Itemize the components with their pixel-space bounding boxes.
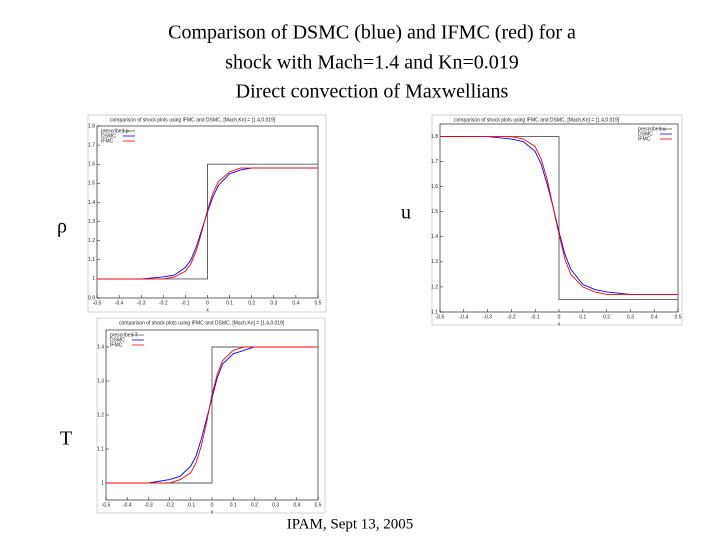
x-tick-label: -0.2 [165,502,174,508]
x-tick-label: 0.3 [272,502,279,508]
legend-label: prescribed u [638,126,666,132]
x-tick-label: 0 [558,314,561,320]
x-tick-label: 0.4 [292,300,299,306]
y-tick-label: 1.7 [88,142,95,148]
y-tick-label: 1.1 [97,446,104,452]
y-axis-label: u [401,202,411,224]
y-tick-label: 1.2 [88,238,95,244]
y-tick-label: 1.2 [97,412,104,418]
x-axis-label: x [211,509,214,515]
y-tick-label: 1.1 [431,309,438,315]
y-tick-label: 1 [101,480,104,486]
y-tick-label: 1.8 [431,134,438,140]
y-tick-label: 1.6 [431,184,438,190]
y-tick-label: 1.3 [97,378,104,384]
y-tick-label: 1.8 [88,123,95,129]
y-tick-label: 1.5 [88,181,95,187]
x-tick-label: 0.2 [603,314,610,320]
y-tick-label: 1.3 [431,259,438,265]
legend-label: IFMC [638,136,651,142]
chart-title: comparison of shock plots using IFMC and… [110,117,276,123]
y-axis-label: ρ [57,216,67,238]
chart-title: comparison of shock plots using IFMC and… [119,320,285,326]
series-line [106,346,318,484]
slide-title-line: shock with Mach=1.4 and Kn=0.019 [225,52,519,74]
series-line [440,136,678,295]
series-line [97,167,318,280]
y-tick-label: 0.9 [88,295,95,301]
x-tick-label: 0.1 [226,300,233,306]
legend-label: DSMC [101,133,116,139]
x-tick-label: -0.3 [144,502,153,508]
x-tick-label: -0.1 [181,300,190,306]
slide-title-line: Direct convection of Maxwellians [236,81,509,103]
footer: IPAM, Sept 13, 2005 [287,516,414,532]
y-tick-label: 1.6 [88,162,95,168]
y-tick-label: 1 [92,276,95,282]
x-tick-label: -0.2 [507,314,516,320]
y-tick-label: 1.5 [431,209,438,215]
legend-label: IFMC [110,342,123,348]
x-tick-label: 0.5 [315,300,322,306]
x-tick-label: -0.5 [102,502,111,508]
x-tick-label: 0.5 [315,502,322,508]
x-tick-label: 0 [211,502,214,508]
x-tick-label: 0.2 [248,300,255,306]
x-tick-label: -0.3 [483,314,492,320]
x-tick-label: -0.1 [186,502,195,508]
slide-title-line: Comparison of DSMC (blue) and IFMC (red)… [168,22,576,44]
x-tick-label: 0.2 [251,502,258,508]
y-tick-label: 1.4 [88,200,95,206]
x-tick-label: -0.2 [159,300,168,306]
legend-label: DSMC [110,337,125,343]
x-tick-label: 0.4 [293,502,300,508]
x-tick-label: 0.3 [627,314,634,320]
y-tick-label: 1.4 [431,234,438,240]
x-tick-label: -0.1 [531,314,540,320]
x-tick-label: 0.1 [579,314,586,320]
y-tick-label: 1.1 [88,257,95,263]
x-tick-label: -0.3 [137,300,146,306]
x-tick-label: -0.4 [123,502,132,508]
y-tick-label: 1.7 [431,159,438,165]
y-tick-label: 1.4 [97,344,104,350]
x-tick-label: 0.4 [651,314,658,320]
y-axis-label: T [60,428,72,450]
x-tick-label: -0.5 [436,314,445,320]
x-tick-label: -0.4 [459,314,468,320]
y-tick-label: 1.3 [88,219,95,225]
x-tick-label: -0.4 [115,300,124,306]
x-axis-label: x [206,307,209,313]
x-tick-label: 0.5 [675,314,682,320]
legend-label: prescribed ρ [101,128,129,134]
x-tick-label: 0 [206,300,209,306]
x-tick-label: -0.5 [93,300,102,306]
x-tick-label: 0.3 [270,300,277,306]
x-axis-label: x [558,321,561,327]
legend-label: DSMC [638,131,653,137]
x-tick-label: 0.1 [230,502,237,508]
chart-title: comparison of shock plots using IFMC and… [454,117,620,123]
legend-label: prescribed T [110,332,138,338]
legend-label: IFMC [101,138,114,144]
y-tick-label: 1.2 [431,284,438,290]
